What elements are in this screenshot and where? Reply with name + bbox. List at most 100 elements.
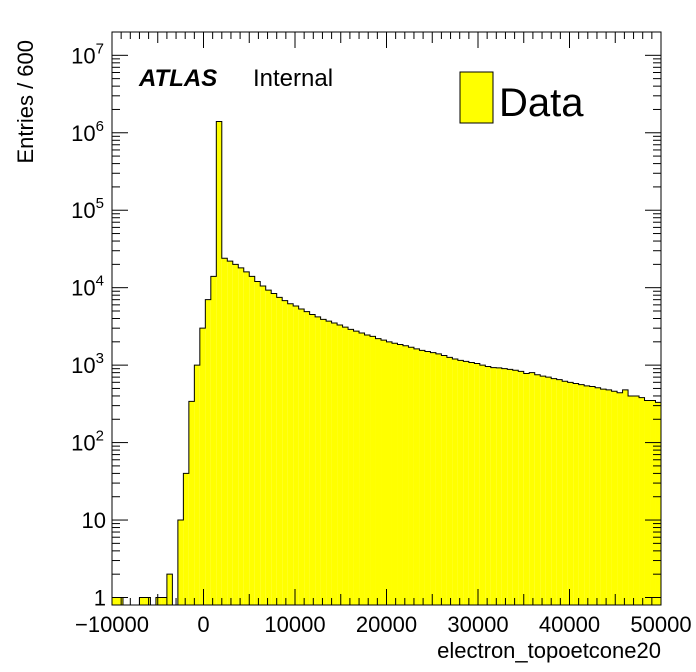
histogram-bin xyxy=(545,377,552,605)
histogram-bin xyxy=(287,303,294,605)
y-tick-label: 106 xyxy=(71,118,104,146)
histogram-bin xyxy=(424,351,431,605)
x-axis-title: electron_topoetcone20 xyxy=(437,638,661,663)
histogram-bin xyxy=(276,297,283,605)
y-tick-labels: 1 10 102 103 104 105 106 107 xyxy=(71,40,106,610)
x-tick-label: 30000 xyxy=(447,612,508,637)
histogram-bin xyxy=(293,306,299,605)
histogram-bin xyxy=(309,314,316,605)
y-tick-label: 103 xyxy=(71,350,104,378)
histogram-bin xyxy=(408,347,414,605)
histogram-bin xyxy=(468,362,475,605)
histogram-bin xyxy=(628,395,634,605)
histogram-bin xyxy=(441,355,447,605)
x-tick-label: 10000 xyxy=(264,612,325,637)
histogram-bin xyxy=(282,300,288,605)
histogram-bin xyxy=(183,473,189,605)
histogram-bin xyxy=(381,340,387,605)
histogram-bin xyxy=(474,363,480,605)
histogram-bin xyxy=(249,276,255,605)
histogram-bin xyxy=(523,373,530,605)
histogram-bin xyxy=(551,378,557,605)
histogram-bin xyxy=(117,597,123,605)
histogram-bin xyxy=(260,286,266,605)
histogram-bin xyxy=(446,357,453,605)
histogram-bin xyxy=(622,389,629,605)
histogram-bin xyxy=(348,329,354,605)
histogram-bin xyxy=(161,597,167,605)
histogram-bin xyxy=(430,352,436,605)
histogram-bin xyxy=(370,336,376,605)
histogram-bin xyxy=(315,316,321,605)
histogram-bin xyxy=(353,331,360,605)
histogram-bin xyxy=(556,379,563,605)
histogram-bin xyxy=(595,387,601,605)
histogram-bin xyxy=(419,350,425,605)
histogram-bin xyxy=(485,366,491,605)
y-tick-label: 107 xyxy=(71,40,104,68)
y-tick-label: 1 xyxy=(94,585,106,610)
legend: Data xyxy=(459,71,584,125)
histogram-bin xyxy=(216,121,222,605)
x-tick-label: 20000 xyxy=(356,612,417,637)
x-tick-label: 50000 xyxy=(630,612,691,637)
histogram-bin xyxy=(606,389,612,605)
histogram-bin xyxy=(331,322,338,605)
histogram-bin xyxy=(518,371,524,605)
histogram-bin xyxy=(112,597,118,605)
histogram-bin xyxy=(496,367,502,605)
axis-ticks xyxy=(111,31,662,605)
x-tick-label: −10000 xyxy=(75,612,149,637)
histogram-bin xyxy=(205,299,211,605)
histogram-bin xyxy=(254,281,261,605)
histogram-bin xyxy=(650,400,656,605)
histogram-bin xyxy=(221,258,228,605)
histogram-bin xyxy=(232,264,239,605)
histogram-bin xyxy=(540,376,546,605)
histogram-bin xyxy=(227,261,233,605)
histogram-bin xyxy=(271,293,277,605)
histogram-bin xyxy=(573,383,579,605)
histogram-bin xyxy=(611,391,618,605)
histogram-bin xyxy=(562,381,568,605)
histogram-bin xyxy=(397,344,403,605)
histogram-bin xyxy=(337,324,343,605)
histogram-bin xyxy=(402,345,409,605)
histogram-bin xyxy=(342,327,349,605)
histogram-outline xyxy=(111,120,662,606)
atlas-label: ATLAS xyxy=(138,65,217,92)
histogram-bin xyxy=(155,597,162,605)
histogram-bin xyxy=(364,334,371,605)
histogram-bin xyxy=(655,402,661,605)
histogram-bin xyxy=(194,365,200,605)
histogram-bin xyxy=(177,520,184,605)
histogram-bin xyxy=(567,382,574,605)
histogram-bin xyxy=(188,401,195,605)
x-tick-label: 40000 xyxy=(539,612,600,637)
internal-label: Internal xyxy=(253,65,333,92)
histogram-bin xyxy=(644,400,651,605)
histogram-bin xyxy=(584,385,590,605)
x-tick-labels: −10000 0 10000 20000 30000 40000 50000 xyxy=(75,612,692,637)
histogram-bin xyxy=(457,360,464,605)
histogram-bin xyxy=(166,574,173,605)
histogram-bin xyxy=(490,367,497,605)
histogram-bin xyxy=(600,389,607,605)
y-tick-label: 104 xyxy=(71,273,104,301)
histogram-bin xyxy=(375,338,382,605)
histogram-bin xyxy=(326,321,332,605)
histogram-bin xyxy=(386,341,392,605)
legend-swatch xyxy=(459,71,494,124)
legend-label: Data xyxy=(499,81,584,125)
histogram-bin xyxy=(199,328,206,605)
histogram-bin xyxy=(617,392,623,605)
y-tick-label: 102 xyxy=(71,428,104,456)
histogram-bin xyxy=(144,597,151,605)
histogram-bin xyxy=(238,267,244,605)
histogram-bin xyxy=(413,348,420,605)
histogram-bin xyxy=(633,395,640,605)
y-axis-title: Entries / 600 xyxy=(13,40,38,164)
histogram-bin xyxy=(265,290,272,605)
histogram-bin xyxy=(479,365,486,605)
